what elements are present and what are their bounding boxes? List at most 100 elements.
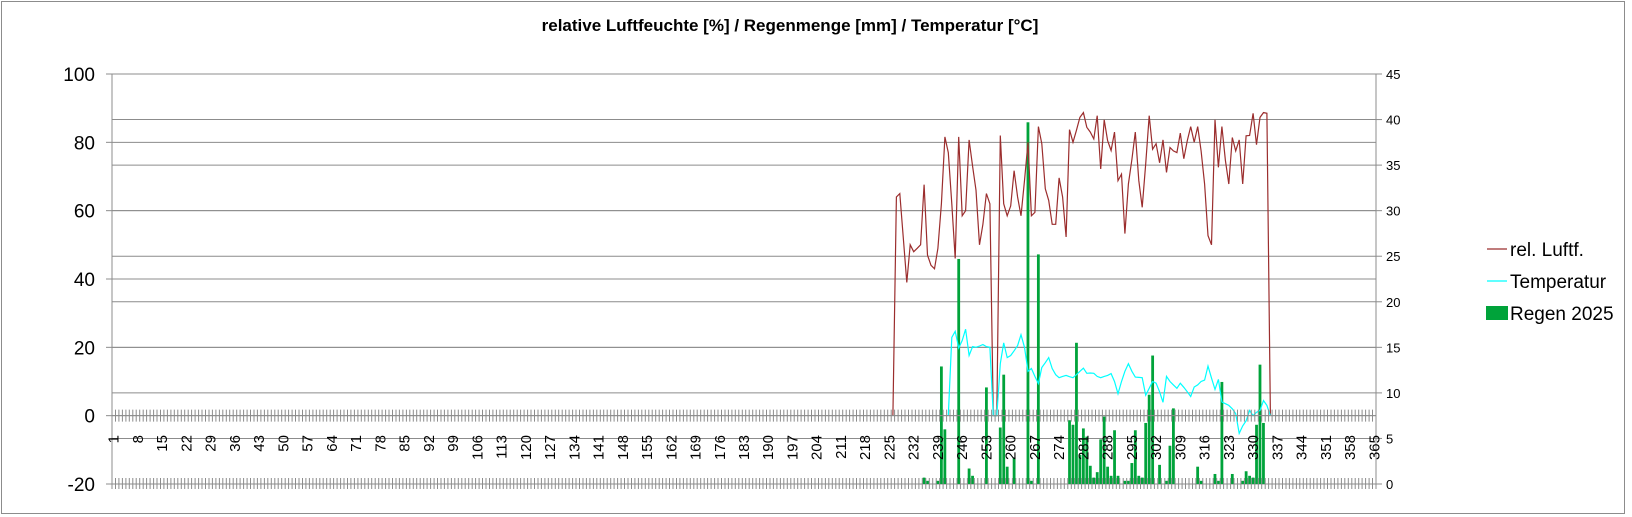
- rain-bar: [1262, 422, 1265, 484]
- x-tick-label: 50: [275, 435, 292, 452]
- left-tick-label: 0: [84, 407, 95, 428]
- x-tick-label: 64: [324, 435, 341, 452]
- right-tick-label: 40: [1386, 113, 1400, 128]
- x-tick-label: 260: [1003, 435, 1020, 460]
- x-tick-label: 309: [1172, 435, 1189, 460]
- rain-bar: [1075, 342, 1078, 484]
- x-tick-label: 169: [688, 435, 705, 460]
- rain-bar: [1230, 473, 1234, 484]
- rain-bar: [1213, 473, 1217, 484]
- rain-bar: [1095, 472, 1099, 484]
- rain-bar: [1244, 471, 1248, 484]
- x-tick-label: 365: [1366, 435, 1383, 460]
- right-tick-label: 20: [1386, 295, 1400, 310]
- rain-bar: [1217, 480, 1220, 484]
- rain-bar: [1258, 364, 1262, 484]
- rain-bar: [1158, 464, 1161, 484]
- gridlines: [112, 73, 1376, 485]
- x-tick-label: 204: [809, 435, 826, 460]
- temperature-line: [947, 329, 1271, 436]
- rain-bar: [1165, 480, 1168, 484]
- right-tick-label: 10: [1386, 386, 1400, 401]
- left-tick-label: 20: [74, 338, 95, 359]
- rain-bar: [922, 477, 926, 484]
- rain-bar: [1199, 480, 1203, 484]
- rain-bar: [1168, 445, 1172, 484]
- x-tick-label: 253: [978, 435, 995, 460]
- rain-bar: [1126, 480, 1130, 484]
- rain-bar: [1106, 466, 1110, 484]
- rain-bar: [1030, 480, 1033, 484]
- left-tick-label: -20: [68, 475, 95, 496]
- rain-bar: [1220, 381, 1224, 484]
- chart-title: relative Luftfeuchte [%] / Regenmenge [m…: [542, 16, 1039, 35]
- rain-bar: [1002, 374, 1006, 484]
- x-tick-label: 274: [1051, 435, 1068, 460]
- rain-bar: [1255, 424, 1258, 484]
- legend-label: Regen 2025: [1510, 304, 1614, 325]
- x-tick-label: 239: [930, 435, 947, 460]
- x-tick-label: 36: [227, 435, 244, 452]
- humidity-line: [892, 111, 1271, 417]
- rain-bar: [943, 429, 947, 484]
- rain-bar: [1085, 436, 1089, 484]
- rain-bar: [1088, 465, 1092, 484]
- rain-bar: [1144, 422, 1148, 484]
- x-tick-label: 15: [154, 435, 171, 452]
- x-tick-label: 1: [106, 435, 123, 443]
- left-tick-label: 60: [74, 202, 95, 223]
- rain-bar: [1081, 428, 1085, 484]
- legend-label: rel. Luftf.: [1510, 240, 1584, 261]
- rain-bar: [1092, 477, 1096, 484]
- x-tick-label: 302: [1148, 435, 1165, 460]
- left-tick-label: 100: [63, 65, 95, 86]
- x-tick-label: 288: [1100, 435, 1117, 460]
- x-tick-label: 148: [615, 435, 632, 460]
- rain-bar: [1026, 122, 1030, 485]
- rain-bars: [922, 122, 1265, 485]
- x-tick-label: 162: [663, 435, 680, 460]
- rain-bar: [1071, 424, 1075, 484]
- rain-bar: [1248, 475, 1251, 484]
- x-tick-label: 127: [542, 435, 559, 460]
- rain-bar: [1172, 408, 1175, 484]
- rain-bar: [967, 468, 971, 484]
- x-tick-label: 358: [1342, 435, 1359, 460]
- rain-bar: [998, 427, 1002, 484]
- x-tick-label: 134: [566, 435, 583, 460]
- x-tick-label: 211: [833, 435, 850, 459]
- x-tick-label: 99: [445, 435, 462, 452]
- x-tick-label: 85: [397, 435, 414, 452]
- rain-bar: [1130, 463, 1134, 484]
- rain-bar: [1116, 475, 1120, 484]
- x-tick-label: 113: [494, 435, 511, 459]
- right-tick-label: 30: [1386, 204, 1400, 219]
- rain-bar: [939, 366, 943, 484]
- x-tick-label: 106: [469, 435, 486, 460]
- x-tick-label: 43: [251, 435, 268, 452]
- x-tick-label: 57: [300, 435, 317, 452]
- rain-bar: [1137, 475, 1141, 484]
- rain-bar: [1113, 430, 1116, 484]
- right-tick-label: 0: [1386, 477, 1393, 492]
- rain-bar: [1068, 420, 1071, 484]
- x-tick-label: 351: [1318, 435, 1335, 460]
- x-tick-label: 92: [421, 435, 438, 452]
- right-tick-label: 45: [1386, 67, 1400, 82]
- x-tick-label: 225: [881, 435, 898, 460]
- right-tick-label: 15: [1386, 340, 1400, 355]
- x-tick-label: 323: [1221, 435, 1238, 460]
- rain-bar: [1012, 457, 1016, 484]
- rain-bar: [1123, 480, 1127, 484]
- x-tick-label: 330: [1245, 435, 1262, 460]
- legend-label: Temperatur: [1510, 272, 1607, 293]
- rain-bar: [1078, 454, 1082, 484]
- rain-bar: [1251, 477, 1255, 484]
- x-tick-label: 197: [784, 435, 801, 460]
- rain-bar: [1140, 477, 1144, 484]
- x-tick-label: 155: [639, 435, 656, 460]
- right-tick-label: 35: [1386, 158, 1400, 173]
- x-tick-label: 141: [591, 435, 608, 460]
- rain-bar: [1005, 466, 1009, 484]
